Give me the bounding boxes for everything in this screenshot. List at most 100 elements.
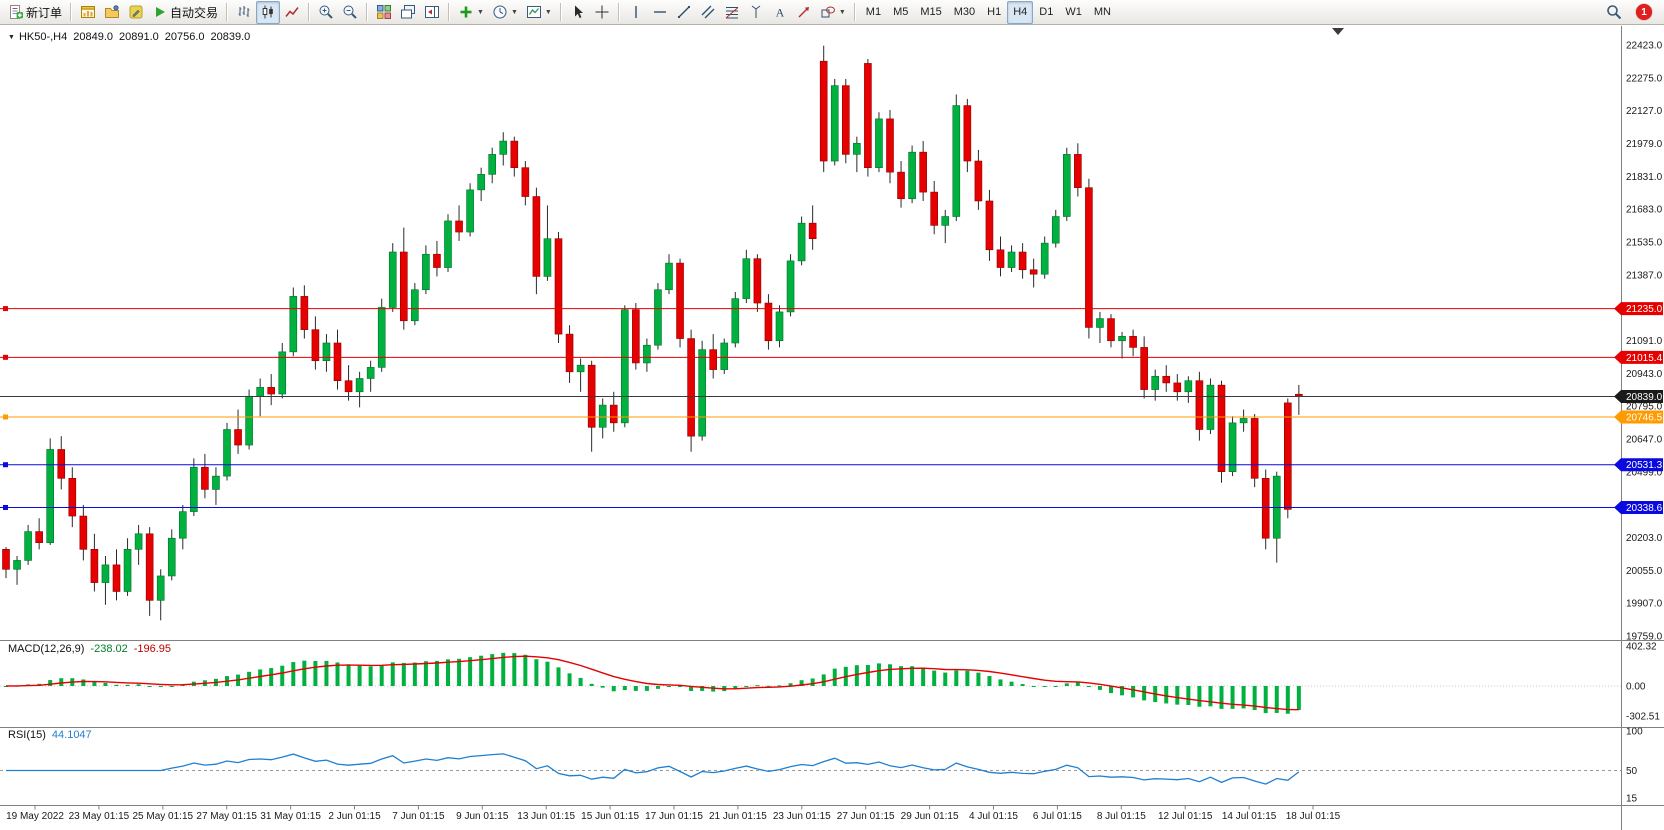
macd-main-value: -238.02 [90,643,128,655]
crosshair-button[interactable] [590,1,614,24]
hline-20338.6[interactable] [0,504,1621,510]
text-button[interactable]: A [768,1,792,24]
dropdown-arrow-icon: ▼ [838,8,846,16]
line-chart-button[interactable] [280,1,304,24]
bar-chart-button[interactable] [232,1,256,24]
rsi-name: RSI(15) [8,729,46,741]
chart-menu-icon[interactable]: ▼ [8,33,15,41]
notification-badge[interactable]: 1 [1636,4,1652,20]
svg-text:31 May 01:15: 31 May 01:15 [260,811,321,822]
search-button[interactable] [1602,1,1626,24]
chart-ohlc-open: 20849.0 [73,31,113,43]
price-badge-20746.5: 20746.5 [1614,410,1663,424]
timeframe-m15[interactable]: M15 [914,1,947,24]
hline-21235.0[interactable] [0,306,1621,312]
trendline-button[interactable] [672,1,696,24]
tile-windows-icon [376,4,392,20]
chart-ohlc-high: 20891.0 [119,31,159,43]
chart-window-icon [80,4,96,20]
toolbar-separator [308,3,311,21]
svg-text:15: 15 [1626,794,1638,805]
toolbar-right: 1 [1602,1,1660,24]
svg-text:19759.0: 19759.0 [1626,632,1663,643]
svg-text:21387.0: 21387.0 [1626,270,1663,281]
svg-text:20203.0: 20203.0 [1626,533,1663,544]
svg-text:21015.4: 21015.4 [1626,353,1663,364]
timeframe-m5-label: M5 [893,6,909,18]
macd-label: MACD(12,26,9) -238.02 -196.95 [8,643,171,655]
svg-text:2 Jun 01:15: 2 Jun 01:15 [328,811,381,822]
indicators-button[interactable]: ▼ [454,1,488,24]
svg-text:12 Jul 01:15: 12 Jul 01:15 [1158,811,1213,822]
macd-panel: 402.32 0.00 -302.51 [0,642,1660,723]
indicators-icon [458,4,474,20]
timeframe-d1[interactable]: D1 [1033,1,1059,24]
timeframe-h4[interactable]: H4 [1007,0,1034,24]
price-badge-21235.0: 21235.0 [1614,302,1663,316]
svg-text:25 May 01:15: 25 May 01:15 [132,811,193,822]
metaeditor-icon [128,4,144,20]
svg-text:15 Jun 01:15: 15 Jun 01:15 [581,811,639,822]
svg-text:22423.0: 22423.0 [1626,41,1663,52]
tile-windows-button[interactable] [372,1,396,24]
svg-text:20338.6: 20338.6 [1626,503,1663,514]
auto-arrange-button[interactable] [396,1,420,24]
timeframe-m1[interactable]: M1 [860,1,887,24]
bar-chart-icon [236,4,252,20]
timeframe-h1[interactable]: H1 [981,1,1007,24]
templates-button[interactable]: ▼ [522,1,556,24]
toolbar: 新订单 自动交易 ▼ ▼ ▼ A ▼ M1 M5 M15 M30 H1 H4 D1 W1 MN 1 [0,0,1664,25]
chart-shift-marker-icon[interactable] [1332,28,1344,35]
periods-button[interactable]: ▼ [488,1,522,24]
cursor-button[interactable] [566,1,590,24]
svg-text:20647.0: 20647.0 [1626,435,1663,446]
text-icon: A [772,4,788,20]
timeframe-mn[interactable]: MN [1088,1,1117,24]
timeframe-w1[interactable]: W1 [1059,1,1088,24]
chart-shift-button[interactable] [420,1,444,24]
timeframe-m30-label: M30 [953,6,976,18]
metaeditor-button[interactable] [124,1,148,24]
svg-text:22127.0: 22127.0 [1626,106,1663,117]
time-axis[interactable]: 19 May 2022 23 May 01:15 25 May 01:15 27 Ma… [6,805,1341,823]
new-order-button[interactable]: 新订单 [4,1,66,24]
toolbar-separator [617,3,620,21]
vertical-line-button[interactable] [624,1,648,24]
hline-21015.4[interactable] [0,354,1621,360]
profiles-button[interactable] [100,1,124,24]
svg-text:8 Jul 01:15: 8 Jul 01:15 [1097,811,1146,822]
price-badge-21015.4: 21015.4 [1614,350,1663,364]
zoom-out-button[interactable] [338,1,362,24]
candlestick-chart-button[interactable] [256,0,281,24]
toolbar-separator [70,3,73,21]
hline-20746.5[interactable] [0,414,1621,420]
autotrading-button[interactable]: 自动交易 [148,1,222,24]
pitchfork-button[interactable] [744,1,768,24]
arrows-button[interactable] [792,1,816,24]
rsi-label: RSI(15) 44.1047 [8,729,92,741]
timeframe-m5[interactable]: M5 [887,1,914,24]
macd-name: MACD(12,26,9) [8,643,85,655]
horizontal-line-button[interactable] [648,1,672,24]
trendline-icon [676,4,692,20]
zoom-in-button[interactable] [314,1,338,24]
toolbar-items: 新订单 自动交易 ▼ ▼ ▼ A ▼ M1 M5 M15 M30 H1 H4 D1 W1 MN [4,0,1117,24]
line-chart-icon [284,4,300,20]
shapes-button[interactable]: ▼ [816,1,850,24]
templates-icon [526,4,542,20]
toolbar-separator [448,3,451,21]
hline-20531.3[interactable] [0,462,1621,468]
chart-title: ▼ HK50-,H4 20849.0 20891.0 20756.0 20839… [8,31,250,43]
timeframe-mn-label: MN [1093,6,1111,18]
svg-text:20746.5: 20746.5 [1626,412,1663,423]
svg-text:20055.0: 20055.0 [1626,566,1663,577]
channel-button[interactable] [696,1,720,24]
chart-window-button[interactable] [76,1,100,24]
fibonacci-button[interactable] [720,1,744,24]
shapes-icon [820,4,836,20]
timeframe-m30[interactable]: M30 [948,1,981,24]
price-axis[interactable]: 22423.0 22275.0 22127.0 21979.0 21831.0 21683… [1626,41,1663,643]
crosshair-icon [594,4,610,20]
toolbar-separator [559,3,562,21]
